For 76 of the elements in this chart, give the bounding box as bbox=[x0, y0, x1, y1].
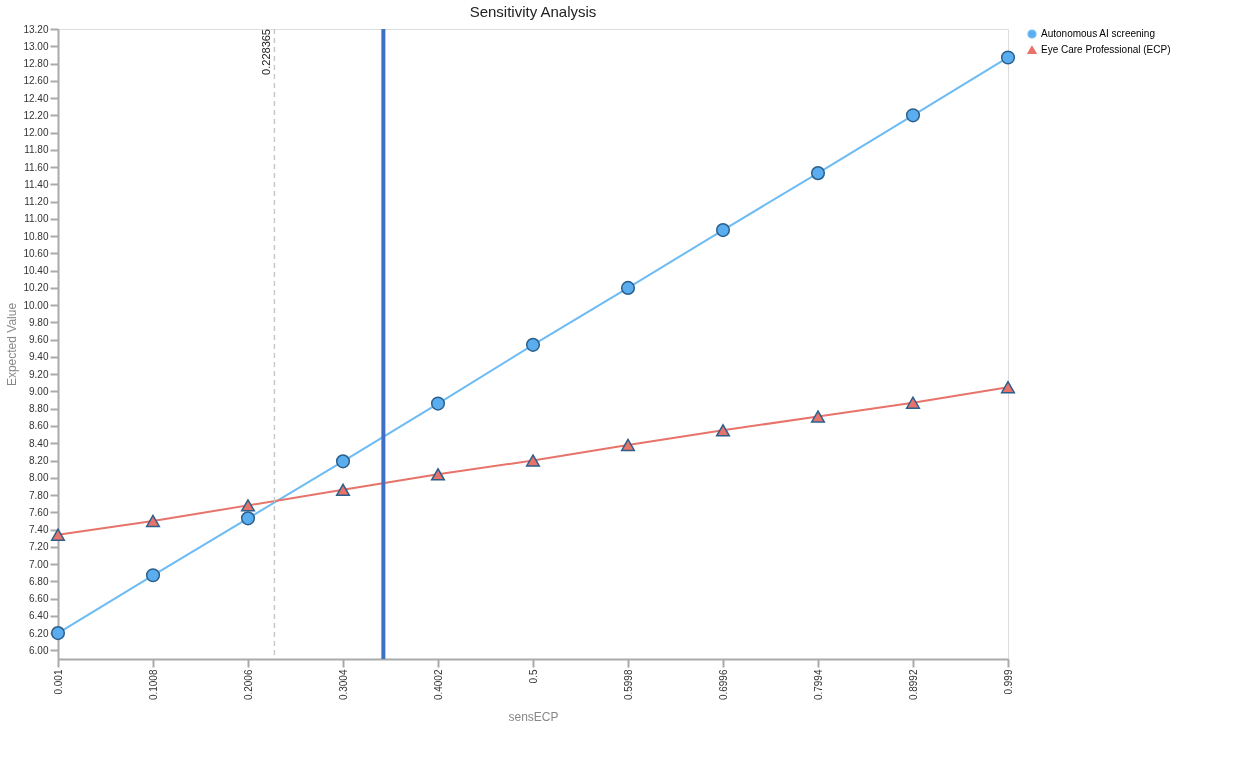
point bbox=[50, 626, 66, 641]
point bbox=[620, 280, 636, 295]
y-tick-label: 12.00 bbox=[23, 127, 49, 139]
chart-title: Sensitivity Analysis bbox=[469, 3, 597, 20]
y-tick-label: 7.00 bbox=[29, 558, 49, 570]
y-tick-label: 11.00 bbox=[24, 213, 49, 225]
point bbox=[145, 514, 161, 528]
x-tick-label: 0.8992 bbox=[907, 669, 919, 701]
point bbox=[145, 568, 161, 583]
legend-label: Eye Care Professional (ECP) bbox=[1041, 44, 1171, 55]
x-tick-label: 0.999 bbox=[1002, 669, 1014, 695]
x-tick-label: 0.2006 bbox=[242, 669, 254, 701]
point bbox=[715, 223, 731, 238]
y-tick-label: 13.20 bbox=[23, 23, 49, 35]
x-tick-label: 0.7994 bbox=[812, 669, 824, 701]
ref-line-label: 0.228365 bbox=[260, 29, 273, 75]
point bbox=[1000, 50, 1016, 65]
x-tick-label: 0.3004 bbox=[337, 669, 349, 701]
y-tick-label: 7.40 bbox=[29, 524, 49, 536]
y-tick-label: 10.20 bbox=[23, 282, 49, 294]
point bbox=[335, 483, 351, 497]
y-tick-label: 9.00 bbox=[29, 385, 49, 397]
y-tick-label: 12.20 bbox=[23, 109, 49, 121]
y-tick-label: 6.00 bbox=[29, 644, 49, 656]
y-tick-label: 10.00 bbox=[23, 299, 49, 311]
y-tick-label: 10.40 bbox=[23, 265, 49, 277]
point bbox=[240, 499, 256, 512]
y-tick-label: 7.80 bbox=[29, 489, 49, 501]
x-axis-title: sensECP bbox=[508, 710, 559, 725]
y-tick-label: 6.20 bbox=[29, 627, 49, 639]
point bbox=[715, 424, 731, 437]
point bbox=[1000, 380, 1016, 394]
y-tick-label: 8.00 bbox=[29, 472, 49, 484]
x-tick-label: 0.5998 bbox=[622, 669, 634, 701]
point bbox=[525, 337, 541, 352]
x-tick-label: 0.6996 bbox=[717, 669, 729, 701]
point bbox=[240, 511, 256, 526]
y-tick-label: 7.20 bbox=[29, 541, 49, 553]
y-tick-label: 8.60 bbox=[29, 420, 49, 432]
y-tick-label: 12.40 bbox=[23, 92, 49, 104]
y-tick-label: 8.20 bbox=[29, 455, 49, 467]
y-tick-label: 7.60 bbox=[29, 506, 49, 518]
y-tick-label: 9.60 bbox=[29, 334, 49, 346]
point bbox=[430, 396, 446, 411]
point bbox=[810, 166, 826, 181]
y-axis-title: Expected Value bbox=[5, 302, 20, 387]
point bbox=[810, 410, 826, 423]
y-tick-label: 13.00 bbox=[23, 40, 49, 52]
y-tick-label: 9.20 bbox=[29, 368, 49, 380]
y-tick-label: 11.20 bbox=[24, 196, 49, 208]
y-tick-label: 10.60 bbox=[23, 247, 49, 259]
y-tick-label: 9.80 bbox=[29, 316, 49, 328]
y-tick-label: 11.60 bbox=[24, 161, 49, 173]
y-tick-label: 6.40 bbox=[29, 610, 49, 622]
y-tick-label: 11.80 bbox=[24, 144, 49, 156]
y-tick-label: 12.80 bbox=[23, 58, 49, 70]
x-tick-label: 0.1008 bbox=[147, 669, 159, 701]
x-tick-label: 0.5 bbox=[527, 669, 539, 684]
y-tick-label: 11.40 bbox=[24, 178, 49, 190]
point bbox=[905, 396, 921, 409]
y-tick-label: 10.80 bbox=[23, 230, 49, 242]
x-tick-label: 0.001 bbox=[52, 669, 64, 695]
y-tick-label: 8.80 bbox=[29, 403, 49, 415]
point bbox=[620, 438, 636, 452]
y-tick-label: 6.60 bbox=[29, 593, 49, 605]
y-tick-label: 6.80 bbox=[29, 575, 49, 587]
point bbox=[50, 528, 66, 541]
point bbox=[905, 108, 921, 123]
point bbox=[525, 454, 541, 467]
y-tick-label: 9.40 bbox=[29, 351, 49, 363]
y-tick-label: 8.40 bbox=[29, 437, 49, 449]
legend-label: Autonomous AI screening bbox=[1041, 28, 1155, 39]
y-tick-label: 12.60 bbox=[23, 75, 49, 87]
point bbox=[430, 468, 446, 481]
point bbox=[335, 454, 351, 469]
x-tick-label: 0.4002 bbox=[432, 669, 444, 701]
